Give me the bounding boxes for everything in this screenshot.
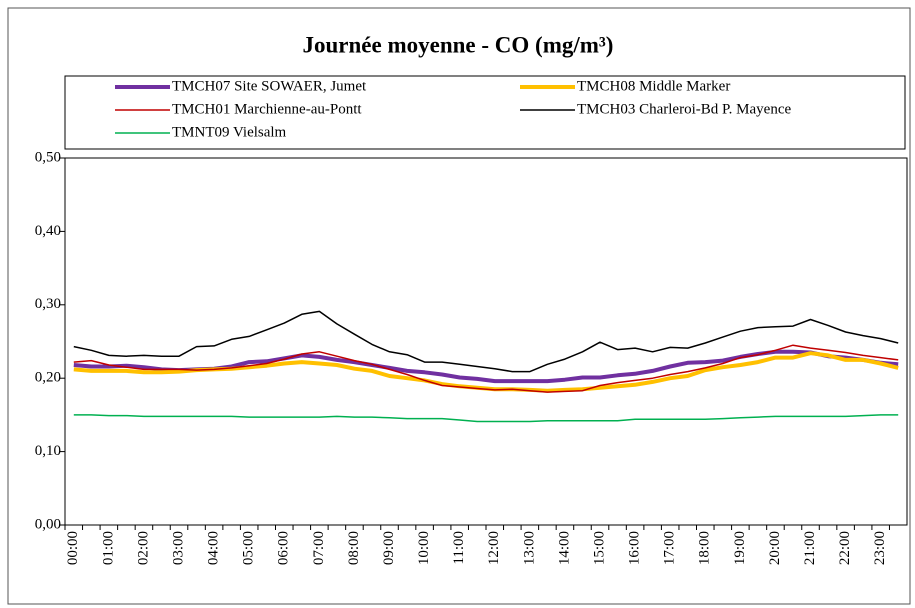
x-tick-label: 14:00 xyxy=(556,531,572,565)
x-tick-label: 17:00 xyxy=(662,531,678,565)
x-tick-label: 12:00 xyxy=(486,531,502,565)
x-tick-label: 00:00 xyxy=(65,531,81,565)
x-tick-label: 07:00 xyxy=(311,531,327,565)
x-tick-label: 01:00 xyxy=(100,531,116,565)
x-tick-label: 04:00 xyxy=(206,531,222,565)
y-tick-label: 0,50 xyxy=(35,149,61,165)
x-tick-label: 20:00 xyxy=(767,531,783,565)
x-tick-label: 03:00 xyxy=(170,531,186,565)
x-tick-label: 11:00 xyxy=(451,531,467,565)
y-tick-label: 0,00 xyxy=(35,516,61,532)
x-tick-label: 16:00 xyxy=(627,531,643,565)
legend-box xyxy=(64,75,906,150)
x-tick-label: 02:00 xyxy=(135,531,151,565)
legend-label: TMCH07 Site SOWAER, Jumet xyxy=(172,78,367,94)
x-tick-label: 10:00 xyxy=(416,531,432,565)
legend-label: TMNT09 Vielsalm xyxy=(172,124,287,140)
y-tick-label: 0,20 xyxy=(35,370,61,386)
legend-label: TMCH01 Marchienne-au-Pontt xyxy=(172,101,362,117)
x-tick-label: 08:00 xyxy=(346,531,362,565)
x-tick-label: 19:00 xyxy=(732,531,748,565)
legend-label: TMCH08 Middle Marker xyxy=(577,78,730,94)
x-tick-label: 06:00 xyxy=(276,531,292,565)
x-tick-label: 15:00 xyxy=(591,531,607,565)
legend-label: TMCH03 Charleroi-Bd P. Mayence xyxy=(577,101,791,117)
x-tick-label: 23:00 xyxy=(872,531,888,565)
x-tick-label: 13:00 xyxy=(521,531,537,565)
x-tick-label: 18:00 xyxy=(697,531,713,565)
x-tick-label: 09:00 xyxy=(381,531,397,565)
y-tick-label: 0,10 xyxy=(35,443,61,459)
chart-title: Journée moyenne - CO (mg/m³) xyxy=(303,32,614,57)
series-line xyxy=(73,310,899,373)
x-tick-label: 22:00 xyxy=(837,531,853,565)
series-line xyxy=(73,414,899,423)
y-tick-label: 0,40 xyxy=(35,223,61,239)
x-tick-label: 05:00 xyxy=(241,531,257,565)
x-tick-label: 21:00 xyxy=(802,531,818,565)
series-line xyxy=(73,344,899,393)
y-tick-label: 0,30 xyxy=(35,296,61,312)
